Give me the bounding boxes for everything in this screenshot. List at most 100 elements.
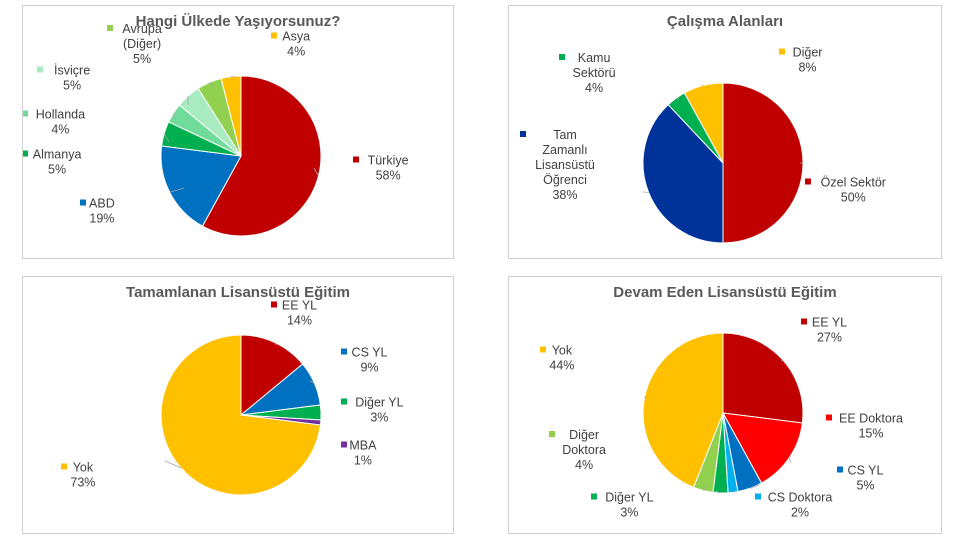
- slice-percent-label: 5%: [48, 163, 66, 177]
- legend-marker: [61, 463, 67, 470]
- slice-percent-label: 73%: [70, 476, 95, 490]
- slice-percent-label: 38%: [552, 188, 577, 202]
- leader-line: [274, 342, 277, 346]
- slice-name-label: ABD: [89, 197, 115, 211]
- leader-line: [675, 97, 680, 100]
- leader-line: [702, 485, 708, 491]
- slice-name-label: Özel Sektör: [821, 176, 886, 190]
- slice-name-label: Yok: [552, 344, 573, 358]
- slice-percent-label: 44%: [549, 359, 574, 373]
- slice-name-label: Diğer: [793, 46, 823, 60]
- slice-percent-label: 1%: [354, 454, 372, 468]
- slice-percent-label: 4%: [287, 45, 305, 59]
- pie-slice: [722, 82, 804, 244]
- slice-name-label: Zamanlı: [542, 143, 587, 157]
- slice-percent-label: 8%: [798, 61, 816, 75]
- leader-line: [309, 380, 315, 384]
- legend-marker: [341, 398, 347, 405]
- leader-line: [319, 410, 322, 413]
- chart-title: Tamamlanan Lisansüstü Eğitim: [126, 284, 350, 301]
- slice-name-label: Diğer: [569, 428, 599, 442]
- legend-marker: [341, 441, 347, 448]
- slice-percent-label: 5%: [133, 52, 151, 66]
- slice-name-label: EE Doktora: [839, 412, 903, 426]
- leader-line: [313, 167, 319, 177]
- slice-name-label: EE YL: [812, 316, 847, 330]
- chart-title: Devam Eden Lisansüstü Eğitim: [613, 284, 836, 301]
- leader-line: [644, 395, 647, 399]
- leader-line: [732, 490, 737, 493]
- slice-name-label: Diğer YL: [605, 491, 653, 505]
- slice-percent-label: 4%: [585, 81, 603, 95]
- slice-name-label: EE YL: [282, 299, 317, 313]
- slice-percent-label: 3%: [370, 411, 388, 425]
- leader-line: [208, 82, 214, 86]
- slice-name-label: Tam: [553, 128, 577, 142]
- legend-marker: [23, 150, 28, 157]
- slice-percent-label: 9%: [360, 361, 378, 375]
- slice-name-label: Öğrenci: [543, 173, 587, 187]
- chart-panel-work-area: Çalışma Alanları Özel Sektör 50% Tam Zamanl…: [508, 5, 942, 259]
- slice-percent-label: 5%: [856, 479, 874, 493]
- slice-percent-label: 3%: [620, 506, 638, 520]
- legend-marker: [591, 493, 597, 500]
- legend-marker: [341, 348, 347, 355]
- chart-panel-completed-education: Tamamlanan Lisansüstü Eğitim EE YL 14% CS …: [22, 276, 454, 534]
- slice-name-label: Avrupa: [122, 22, 161, 36]
- slice-name-label: CS Doktora: [768, 491, 833, 505]
- leader-line: [749, 484, 760, 489]
- slice-name-label: Yok: [73, 461, 94, 475]
- legend-marker: [353, 156, 359, 163]
- slice-name-label: Doktora: [562, 443, 606, 457]
- legend-marker: [837, 466, 843, 473]
- legend-marker: [549, 431, 555, 437]
- leader-line: [163, 133, 170, 143]
- leader-line: [164, 460, 182, 469]
- legend-marker: [826, 414, 832, 421]
- leader-line: [173, 112, 177, 121]
- pie-slice: [220, 75, 242, 157]
- slice-percent-label: 4%: [51, 123, 69, 137]
- slice-name-label: MBA: [349, 439, 377, 453]
- legend-marker: [271, 32, 277, 39]
- legend-marker: [801, 318, 807, 325]
- slice-percent-label: 50%: [841, 191, 866, 205]
- pie-slice: [722, 332, 804, 424]
- legend-marker: [779, 48, 785, 55]
- slice-name-label: Kamu: [578, 51, 611, 65]
- legend-marker: [805, 178, 811, 185]
- leader-line: [169, 187, 185, 193]
- slice-percent-label: 15%: [858, 427, 883, 441]
- slice-name-label: Türkiye: [368, 154, 409, 168]
- slice-percent-label: 14%: [287, 314, 312, 328]
- chart-panel-country: Hangi Ülkede Yaşıyorsunuz? Türkiye 58% ABD…: [22, 5, 454, 259]
- chart-title: Hangi Ülkede Yaşıyorsunuz?: [136, 13, 341, 30]
- leader-line: [714, 490, 721, 494]
- slice-percent-label: 58%: [376, 169, 401, 183]
- slice-percent-label: 2%: [791, 506, 809, 520]
- leader-line: [319, 420, 321, 423]
- slice-name-label: İsviçre: [54, 64, 90, 78]
- slice-name-label: CS YL: [848, 464, 884, 478]
- leader-line: [780, 359, 784, 362]
- slice-percent-label: 4%: [575, 458, 593, 472]
- slice-name-label: Almanya: [33, 148, 82, 162]
- legend-marker: [520, 131, 526, 137]
- pie-slice: [642, 103, 724, 244]
- legend-marker: [80, 199, 86, 206]
- slice-percent-label: 19%: [89, 212, 114, 226]
- slice-percent-label: 5%: [63, 79, 81, 93]
- slice-name-label: CS YL: [352, 346, 388, 360]
- legend-marker: [755, 493, 761, 500]
- pie-slice: [722, 412, 803, 484]
- slice-name-label: (Diğer): [123, 37, 161, 51]
- slice-name-label: Diğer YL: [355, 396, 403, 410]
- slice-name-label: Lisansüstü: [535, 158, 595, 172]
- slice-percent-label: 27%: [817, 331, 842, 345]
- legend-marker: [37, 66, 43, 73]
- legend-marker: [559, 54, 565, 60]
